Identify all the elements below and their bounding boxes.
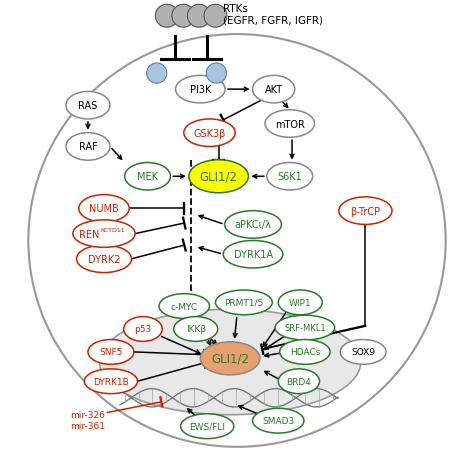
Text: c-MYC: c-MYC [171,302,198,311]
Ellipse shape [100,309,361,415]
Text: p53: p53 [134,325,152,334]
Text: WIP1: WIP1 [289,298,311,307]
Ellipse shape [184,120,235,147]
Text: MEK: MEK [137,172,158,182]
Ellipse shape [265,111,315,138]
Ellipse shape [275,315,335,340]
Ellipse shape [216,291,273,315]
Text: DYRK1B: DYRK1B [93,377,129,386]
Text: SOX9: SOX9 [351,347,375,357]
Ellipse shape [253,409,304,433]
Text: SMAD3: SMAD3 [262,416,294,425]
Text: RAF: RAF [79,142,97,152]
Text: GLI1/2: GLI1/2 [211,352,249,365]
Ellipse shape [339,197,392,225]
Text: EWS/FLI: EWS/FLI [189,422,225,431]
Text: RTKs
(EGFR, FGFR, IGFR): RTKs (EGFR, FGFR, IGFR) [223,4,323,26]
Ellipse shape [88,340,134,364]
Ellipse shape [340,340,386,364]
Ellipse shape [181,414,234,439]
Ellipse shape [175,76,225,104]
Text: SRF-MKL1: SRF-MKL1 [284,324,326,332]
Text: β-TrCP: β-TrCP [350,206,381,216]
Ellipse shape [223,241,283,269]
Text: HDACs: HDACs [290,347,320,357]
Ellipse shape [76,246,131,273]
Text: BRD4: BRD4 [286,377,311,386]
Circle shape [172,5,195,28]
Circle shape [188,5,210,28]
Ellipse shape [201,342,260,375]
Ellipse shape [278,291,322,315]
Text: KCTD11: KCTD11 [100,227,125,232]
Text: REN: REN [79,229,100,239]
Text: IKKβ: IKKβ [186,325,206,334]
Ellipse shape [125,163,171,190]
Circle shape [206,64,227,84]
Ellipse shape [84,369,137,394]
Text: GLI1/2: GLI1/2 [200,170,237,183]
Text: PRMT1/5: PRMT1/5 [224,298,264,307]
Text: mTOR: mTOR [275,119,305,129]
Ellipse shape [267,163,313,190]
Ellipse shape [28,35,446,447]
Text: DYRK1A: DYRK1A [234,250,273,260]
Text: GSK3β: GSK3β [193,129,226,139]
Circle shape [146,64,167,84]
Text: mir-326
mir-361: mir-326 mir-361 [71,410,105,431]
Text: DYRK2: DYRK2 [88,254,120,264]
Ellipse shape [278,369,319,394]
Ellipse shape [253,76,295,104]
Ellipse shape [159,294,210,319]
Ellipse shape [66,134,110,161]
Text: SNF5: SNF5 [99,347,123,357]
Text: aPKCι/λ: aPKCι/λ [235,220,272,230]
Text: AKT: AKT [264,85,283,95]
Circle shape [155,5,178,28]
Ellipse shape [79,195,129,223]
Circle shape [204,5,227,28]
Text: RAS: RAS [78,101,98,111]
Ellipse shape [66,92,110,120]
Ellipse shape [124,317,162,341]
Text: S6K1: S6K1 [277,172,302,182]
Text: NUMB: NUMB [89,204,119,214]
Ellipse shape [173,317,218,341]
Ellipse shape [73,220,135,248]
Text: PI3K: PI3K [190,85,211,95]
Ellipse shape [280,340,330,364]
Ellipse shape [225,211,282,239]
Ellipse shape [189,160,248,193]
